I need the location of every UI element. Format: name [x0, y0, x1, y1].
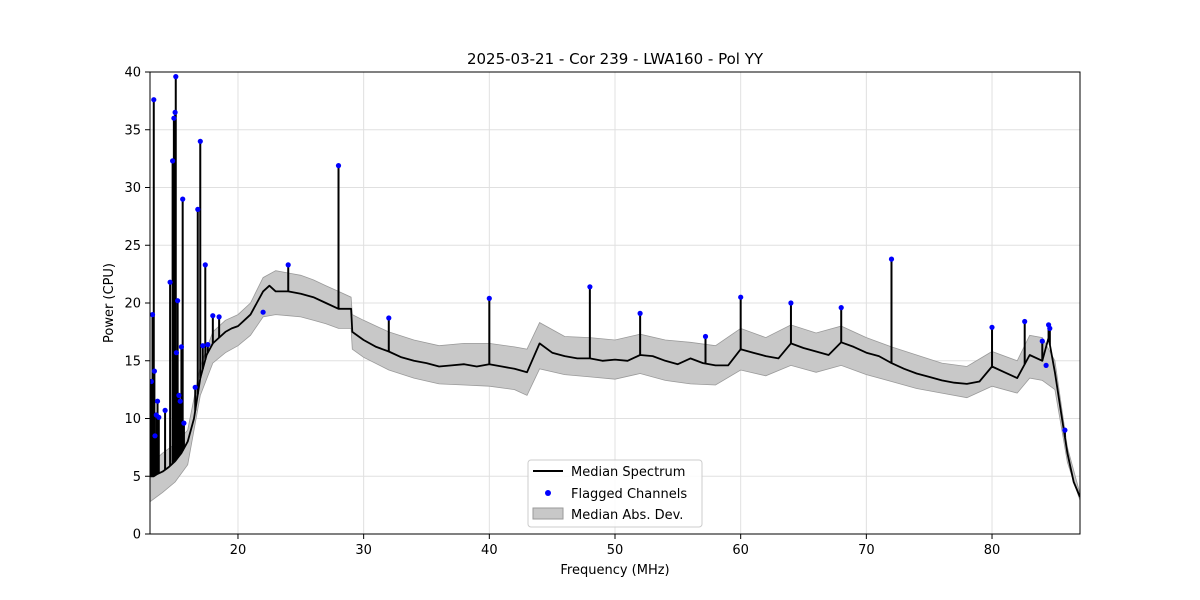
- flagged-point: [195, 206, 201, 212]
- y-tick-label: 40: [124, 66, 141, 81]
- flagged-point: [1062, 427, 1068, 433]
- flagged-point: [1043, 362, 1049, 368]
- flagged-point: [1022, 318, 1028, 325]
- legend-band-swatch: [532, 507, 564, 520]
- flagged-point: [180, 196, 186, 202]
- flagged-point: [335, 163, 342, 169]
- flagged-point: [1039, 338, 1045, 344]
- legend: Median Spectrum Flagged Channels Median …: [527, 459, 703, 528]
- flagged-point: [192, 384, 198, 390]
- y-tick-label: 35: [124, 123, 141, 138]
- legend-dot-swatch: [545, 490, 551, 496]
- flagged-point: [285, 262, 291, 268]
- flagged-point: [788, 300, 794, 306]
- flagged-point: [200, 343, 206, 349]
- x-tick-label: 70: [858, 543, 875, 558]
- flagged-point: [173, 350, 179, 356]
- flagged-point: [486, 295, 492, 301]
- flagged-point: [175, 298, 181, 304]
- flagged-point: [151, 368, 157, 374]
- legend-box: [527, 459, 703, 528]
- y-tick-label: 15: [124, 354, 141, 369]
- median-spectrum-line: [150, 284, 1080, 498]
- flagged-point: [170, 158, 176, 164]
- x-axis-ticks: 20 30 40 50 60 70 80: [230, 534, 1001, 558]
- flagged-point: [637, 310, 643, 316]
- flagged-point: [150, 378, 154, 385]
- flagged-point: [210, 313, 216, 319]
- y-tick-label: 5: [133, 470, 141, 485]
- x-tick-label: 30: [355, 543, 372, 558]
- x-tick-label: 20: [230, 543, 247, 558]
- flagged-point: [162, 407, 168, 413]
- y-tick-label: 30: [124, 181, 141, 196]
- flagged-point: [888, 256, 895, 262]
- y-tick-label: 20: [124, 297, 141, 312]
- flagged-point: [702, 333, 709, 340]
- flagged-point: [587, 284, 593, 290]
- flagged-point: [216, 314, 222, 320]
- flagged-point: [989, 324, 995, 330]
- flagged-point: [177, 398, 183, 404]
- flagged-point: [171, 115, 177, 121]
- flagged-point: [386, 315, 392, 321]
- y-axis-label: Power (CPU): [102, 263, 117, 343]
- x-tick-label: 40: [481, 543, 498, 558]
- flagged-point: [1047, 325, 1053, 331]
- flagged-points: [150, 74, 1068, 439]
- y-tick-label: 10: [124, 412, 141, 427]
- x-axis-label: Frequency (MHz): [560, 563, 669, 578]
- flagged-point: [178, 344, 184, 350]
- y-axis-ticks: 0 5 10 15 20 25 30 35 40: [124, 66, 150, 543]
- flagged-point: [151, 97, 157, 103]
- flagged-point: [176, 392, 182, 398]
- flagged-point: [181, 420, 187, 426]
- chart-title: 2025-03-21 - Cor 239 - LWA160 - Pol YY: [467, 50, 764, 68]
- flagged-point: [205, 342, 211, 348]
- legend-label-mad: Median Abs. Dev.: [571, 508, 683, 523]
- legend-label-median: Median Spectrum: [571, 465, 685, 480]
- flagged-point: [197, 138, 203, 144]
- flagged-point: [167, 279, 173, 285]
- flagged-point: [260, 309, 266, 315]
- flagged-point: [154, 398, 161, 404]
- legend-label-flagged: Flagged Channels: [571, 487, 687, 502]
- flagged-point: [738, 294, 744, 300]
- y-tick-label: 25: [124, 239, 141, 254]
- flagged-point: [838, 305, 844, 311]
- median-line-layer: [150, 76, 1080, 498]
- flagged-point: [172, 109, 178, 115]
- x-tick-label: 50: [607, 543, 624, 558]
- flagged-point: [173, 74, 179, 80]
- y-tick-label: 0: [133, 528, 141, 543]
- flagged-point: [150, 312, 156, 318]
- flagged-point: [202, 262, 208, 268]
- flagged-point: [152, 433, 158, 439]
- flagged-point: [156, 414, 162, 420]
- x-tick-label: 60: [732, 543, 749, 558]
- x-tick-label: 80: [984, 543, 1001, 558]
